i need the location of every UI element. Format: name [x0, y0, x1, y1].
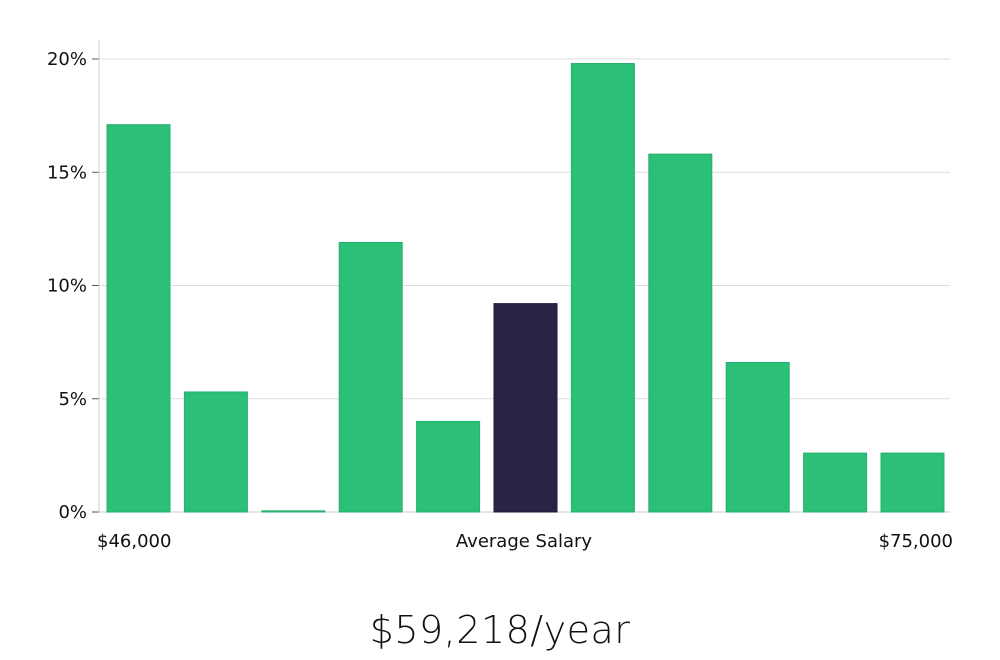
x-min-label: $46,000 [97, 531, 171, 552]
x-max-label: $75,000 [879, 531, 953, 552]
y-tick-label: 15% [47, 162, 87, 183]
bar [880, 452, 945, 513]
salary-histogram: 0% 5% 10% 15% 20% $46,000 Average Salary $75… [47, 40, 953, 552]
y-tick-label: 0% [58, 502, 87, 523]
bar-highlighted [493, 303, 558, 513]
bar [803, 452, 868, 513]
y-tick-label: 5% [58, 389, 87, 410]
bar [261, 510, 326, 513]
bar [416, 420, 481, 513]
x-axis-title: Average Salary [456, 531, 593, 552]
bar [106, 124, 171, 513]
bars [106, 63, 945, 513]
bar [183, 391, 248, 513]
bar [725, 362, 790, 513]
average-salary-value: $59,218/year [369, 608, 631, 652]
bar [338, 241, 403, 513]
bar [570, 63, 635, 513]
bar [648, 153, 713, 513]
y-tick-label: 10% [47, 276, 87, 297]
y-tick-label: 20% [47, 49, 87, 70]
y-axis-ticks: 0% 5% 10% 15% 20% [47, 49, 99, 523]
